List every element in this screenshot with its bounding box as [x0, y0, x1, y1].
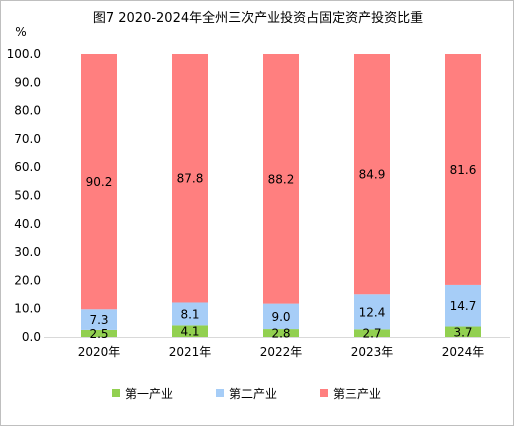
data-label: 90.2	[86, 175, 113, 189]
bar-segment	[172, 302, 208, 326]
bar-segment	[81, 329, 117, 337]
data-labels-layer: 2.57.3 90.2 4.1 8.1 87.8 2.8 9.0 88.2 2.7 12.4 84.…	[86, 163, 477, 341]
legend-swatch	[112, 389, 120, 397]
data-label: 2.8	[271, 327, 290, 341]
x-tick-label: 2024年	[442, 345, 485, 359]
bar-segment	[445, 284, 481, 327]
data-label: 8.1	[180, 307, 199, 321]
x-tick-label: 2020年	[78, 345, 121, 359]
y-tick-label: 50.0	[14, 189, 41, 203]
legend-label: 第三产业	[333, 387, 381, 401]
bar-segment	[354, 54, 390, 295]
data-label: 14.7	[450, 299, 477, 313]
bar-segment	[445, 54, 481, 285]
bar-segment	[172, 325, 208, 337]
data-label: 84.9	[359, 168, 386, 182]
legend-swatch	[320, 389, 328, 397]
x-tick-label: 2022年	[260, 345, 303, 359]
bar-segment	[263, 303, 299, 330]
bar-segment	[81, 54, 117, 310]
y-tick-label: 10.0	[14, 302, 41, 316]
y-axis-tick-labels: 0.0 10.0 20.0 30.0 40.0 50.0 60.0 70.0 80.0 90.0 1…	[7, 47, 41, 344]
bars-layer	[81, 54, 481, 337]
y-tick-label: 100.0	[7, 47, 41, 61]
y-axis-unit: %	[15, 25, 26, 39]
bar-segment	[354, 329, 390, 337]
y-tick-label: 80.0	[14, 104, 41, 118]
bar-segment	[445, 326, 481, 337]
bar-segment	[263, 54, 299, 304]
bar-segment	[354, 294, 390, 330]
data-label: 81.6	[450, 163, 477, 177]
data-label: 2.5	[89, 327, 108, 341]
data-label: 7.3	[89, 313, 108, 327]
y-tick-label: 30.0	[14, 245, 41, 259]
data-label: 9.0	[271, 310, 290, 324]
data-label: 87.8	[177, 172, 204, 186]
legend: 第一产业 第二产业 第三产业	[112, 387, 381, 401]
x-tick-label: 2021年	[169, 345, 212, 359]
legend-swatch	[216, 389, 224, 397]
legend-label: 第一产业	[125, 387, 173, 401]
y-tick-label: 90.0	[14, 75, 41, 89]
x-axis-tick-labels: 2020年 2021年 2022年 2023年 2024年	[78, 345, 485, 359]
bar-segment	[263, 329, 299, 337]
legend-label: 第二产业	[229, 387, 277, 401]
data-label: 2.7	[362, 327, 381, 341]
chart-title: 图7 2020-2024年全州三次产业投资占固定资产投资比重	[93, 10, 423, 26]
y-tick-label: 40.0	[14, 217, 41, 231]
x-tick-label: 2023年	[351, 345, 394, 359]
data-label: 4.1	[180, 325, 199, 339]
bar-segment	[81, 309, 117, 330]
y-tick-label: 70.0	[14, 132, 41, 146]
data-label: 88.2	[268, 172, 295, 186]
y-tick-label: 60.0	[14, 160, 41, 174]
data-label: 12.4	[359, 305, 386, 319]
y-tick-label: 0.0	[22, 330, 41, 344]
bar-segment	[172, 54, 208, 303]
data-label: 3.7	[453, 325, 472, 339]
y-tick-label: 20.0	[14, 273, 41, 287]
